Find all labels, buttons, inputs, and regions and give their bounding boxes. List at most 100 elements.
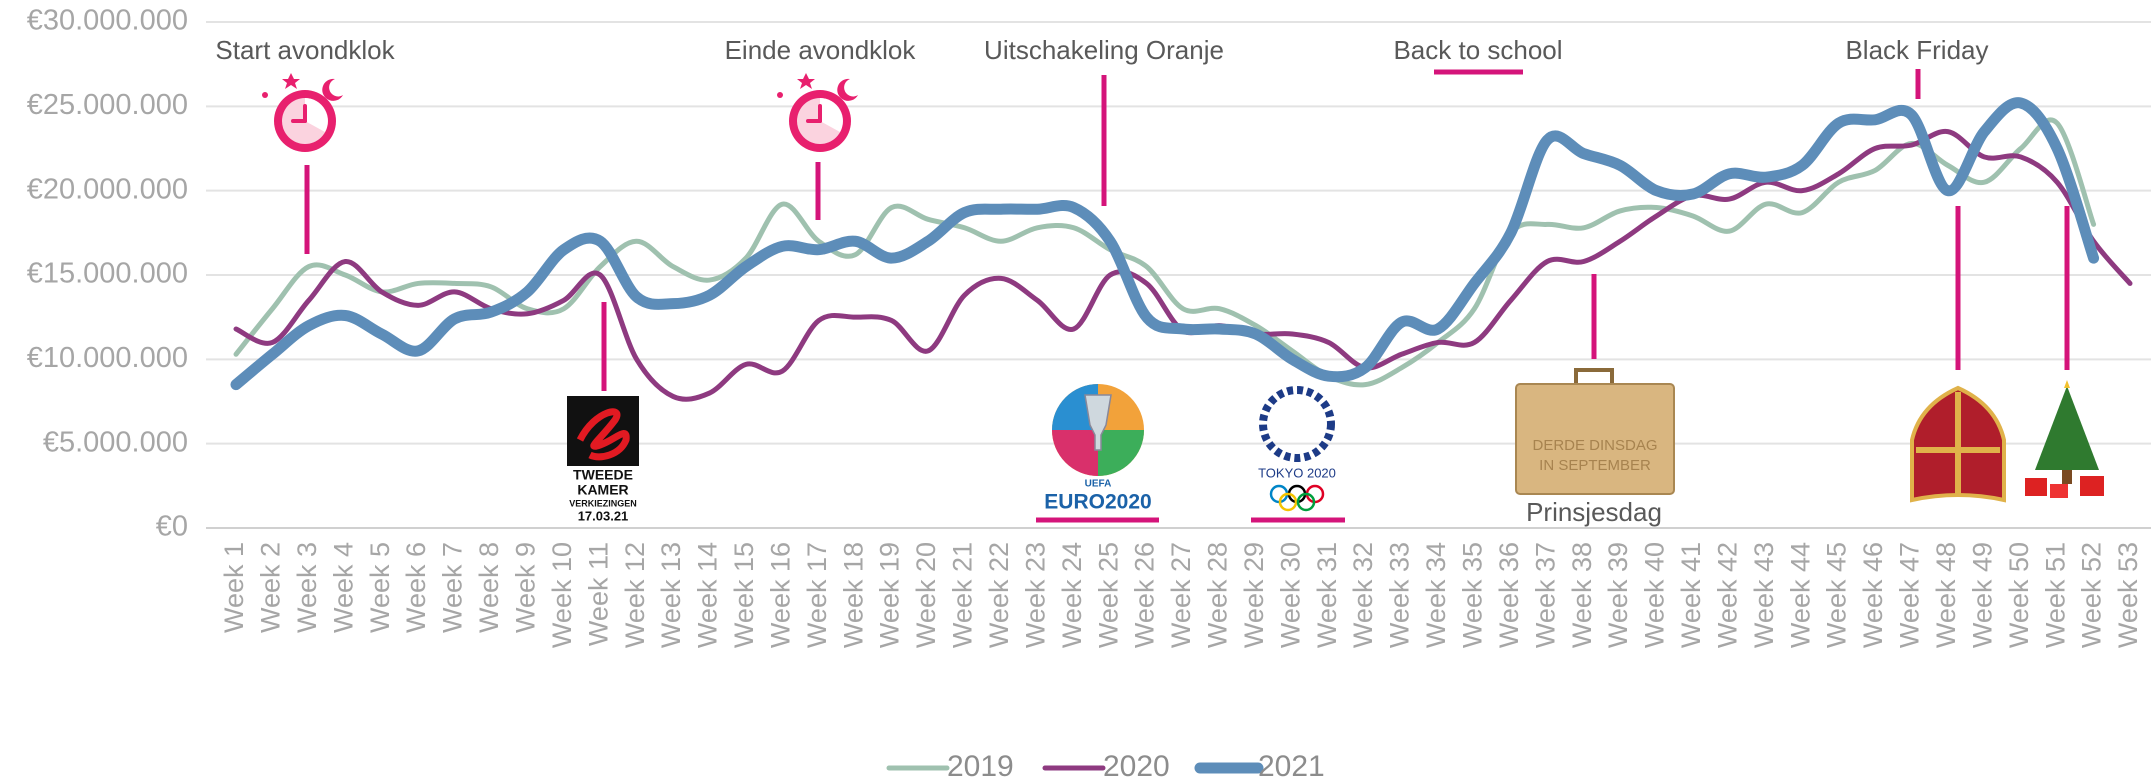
- x-tick-label: Week 51: [2040, 542, 2070, 648]
- x-tick-label: Week 49: [1967, 542, 1997, 648]
- logo-text: KAMER: [577, 482, 628, 498]
- x-tick-label: Week 34: [1421, 542, 1451, 648]
- x-tick-label: Week 8: [474, 542, 504, 633]
- x-tick-label: Week 9: [511, 542, 541, 633]
- logo-mark: [576, 408, 630, 461]
- x-tick-label: Week 6: [401, 542, 431, 633]
- x-tick-label: Week 30: [1275, 542, 1305, 648]
- x-tick-label: Week 23: [1020, 542, 1050, 648]
- x-tick-label: Week 16: [765, 542, 795, 648]
- x-tick-label: Week 11: [583, 542, 613, 646]
- annotation: Back to school: [1393, 35, 1562, 65]
- logo-text: DERDE DINSDAG: [1532, 437, 1657, 454]
- x-tick-label: Week 4: [328, 542, 358, 633]
- logo-text: 17.03.21: [578, 508, 629, 523]
- y-tick-label: €10.000.000: [27, 342, 188, 374]
- gift: [2050, 484, 2068, 498]
- x-tick-label: Week 5: [365, 542, 395, 633]
- x-tick-label: Week 39: [1603, 542, 1633, 648]
- x-tick-label: Week 28: [1203, 542, 1233, 648]
- tree-star: [2064, 380, 2070, 388]
- y-tick-label: €5.000.000: [43, 426, 188, 458]
- legend: 2019 2020 2021: [886, 750, 1325, 781]
- series-line: [233, 117, 2097, 388]
- x-tick-label: Week 13: [656, 542, 686, 648]
- x-tick-label: Week 35: [1458, 542, 1488, 648]
- x-tick-label: Week 31: [1312, 542, 1342, 648]
- x-tick-label: Week 41: [1676, 542, 1706, 648]
- y-tick-label: €25.000.000: [27, 89, 188, 121]
- x-tick-label: Week 24: [1057, 542, 1087, 648]
- logo-text: TOKYO 2020: [1258, 465, 1336, 480]
- legend-label: 2021: [1258, 750, 1325, 781]
- gift: [2080, 476, 2104, 496]
- x-tick-label: Week 32: [1348, 542, 1378, 648]
- x-tick-label: Week 3: [292, 542, 322, 633]
- logo-shape: [1052, 430, 1098, 476]
- x-tick-label: Week 2: [256, 542, 286, 633]
- plot: [230, 97, 2133, 402]
- y-tick-label: €15.000.000: [27, 258, 188, 290]
- x-tick-label: Week 1: [219, 542, 249, 633]
- x-tick-label: Week 7: [438, 542, 468, 633]
- x-tick-label: Week 45: [1822, 542, 1852, 648]
- logo-text: TWEEDE: [573, 467, 633, 483]
- x-tick-label: Week 15: [729, 542, 759, 648]
- y-tick-label: €30.000.000: [27, 5, 188, 37]
- x-tick-label: Week 25: [1093, 542, 1123, 648]
- series-line: [230, 97, 2100, 391]
- x-tick-label: Week 43: [1749, 542, 1779, 648]
- x-tick-label: Week 37: [1530, 542, 1560, 648]
- x-tick-label: Week 40: [1640, 542, 1670, 648]
- y-tick-label: €20.000.000: [27, 173, 188, 205]
- x-tick-label: Week 19: [875, 542, 905, 648]
- x-tick-label: Week 29: [1239, 542, 1269, 648]
- x-tick-label: Week 47: [1895, 542, 1925, 648]
- annotation: Start avondklok: [215, 35, 395, 65]
- x-tick-label: Week 50: [2004, 542, 2034, 648]
- legend-label: 2019: [947, 750, 1014, 781]
- x-tick-label: Week 38: [1567, 542, 1597, 648]
- logo-text: IN SEPTEMBER: [1539, 457, 1651, 474]
- x-tick-label: Week 17: [802, 542, 832, 648]
- legend-label: 2020: [1103, 750, 1170, 781]
- briefcase: [1515, 383, 1675, 495]
- mitre-cross: [1916, 392, 2000, 494]
- logo-shape: [1259, 386, 1335, 462]
- x-tick-label: Week 42: [1712, 542, 1742, 648]
- logo-text: VERKIEZINGEN: [569, 498, 637, 508]
- clock-icon: [260, 71, 345, 154]
- x-tick-label: Week 20: [911, 542, 941, 648]
- tree: [2035, 386, 2099, 470]
- x-tick-label: Week 18: [838, 542, 868, 648]
- logo-text: EURO2020: [1044, 491, 1151, 514]
- briefcase-handle: [1574, 368, 1614, 384]
- x-tick-label: Week 53: [2113, 542, 2143, 648]
- x-tick-label: Week 44: [1785, 542, 1815, 648]
- annotation: Black Friday: [1845, 35, 1988, 65]
- x-tick-label: Week 12: [620, 542, 650, 648]
- x-tick-label: Week 22: [984, 542, 1014, 648]
- axes: €0 €5.000.000 €10.000.000 €15.000.000 €20.00…: [27, 5, 2143, 648]
- x-tick-label: Week 10: [547, 542, 577, 648]
- clock-icon: [775, 71, 860, 154]
- logo-text: UEFA: [1085, 479, 1112, 490]
- y-tick-label: €0: [156, 511, 188, 543]
- grid: [206, 21, 2151, 529]
- x-tick-label: Week 27: [1166, 542, 1196, 648]
- tree-trunk: [2062, 470, 2072, 484]
- annotation: Prinsjesdag: [1526, 497, 1662, 527]
- x-tick-label: Week 26: [1130, 542, 1160, 648]
- x-tick-label: Week 14: [693, 542, 723, 648]
- trophy: [1084, 394, 1112, 451]
- gift: [2025, 478, 2047, 496]
- x-tick-label: Week 52: [2077, 542, 2107, 648]
- annotation: Uitschakeling Oranje: [984, 35, 1224, 65]
- x-tick-label: Week 33: [1385, 542, 1415, 648]
- x-tick-label: Week 48: [1931, 542, 1961, 648]
- annotation: Einde avondklok: [725, 35, 917, 65]
- olympic-rings: [1269, 484, 1325, 512]
- annotations: Start avondklok Einde avondklok Uitschak…: [215, 35, 2104, 527]
- x-tick-label: Week 36: [1494, 542, 1524, 648]
